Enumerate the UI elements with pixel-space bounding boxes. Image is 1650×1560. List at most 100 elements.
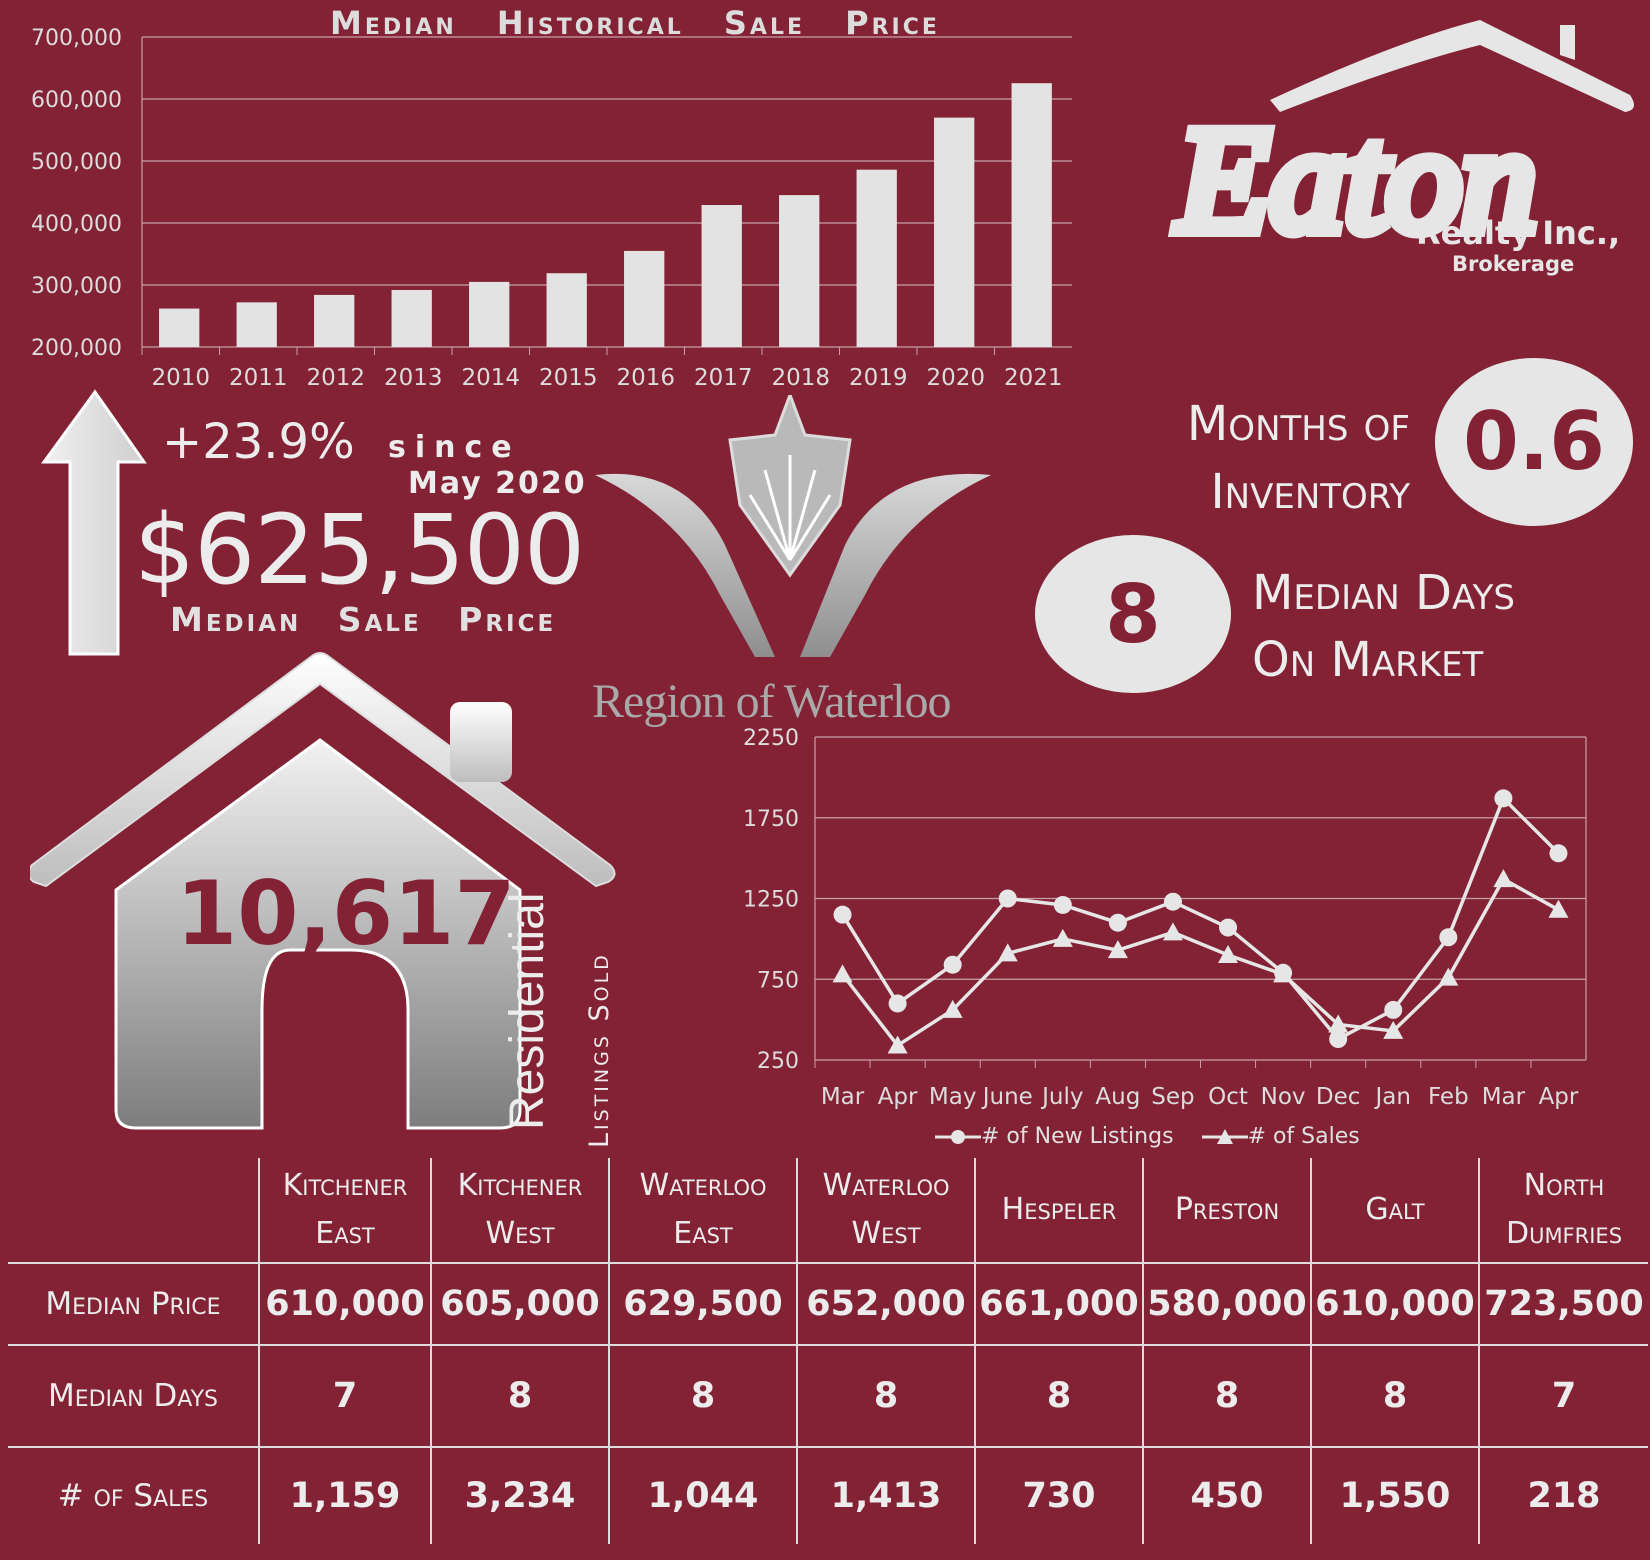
table-cell: 610,000 bbox=[1310, 1262, 1480, 1346]
line-y-tick-label: 1750 bbox=[743, 807, 799, 832]
median-sale-price: $625,500 bbox=[134, 494, 585, 606]
line-point-circle bbox=[998, 889, 1017, 908]
table-corner bbox=[8, 1158, 260, 1264]
inventory-label-line2: Inventory bbox=[1210, 464, 1410, 520]
line-x-tick-label: Nov bbox=[1261, 1084, 1306, 1110]
bar-y-tick-label: 500,000 bbox=[31, 150, 122, 175]
column-header: North Dumfries bbox=[1478, 1158, 1648, 1264]
table-cell: 730 bbox=[974, 1446, 1144, 1544]
table-cell: 661,000 bbox=[974, 1262, 1144, 1346]
row-label: Median Price bbox=[8, 1262, 260, 1346]
line-series-path bbox=[841, 876, 1560, 1048]
line-point-circle bbox=[833, 905, 852, 924]
inventory-label: Months of Inventory bbox=[1120, 390, 1410, 526]
bar-x-tick-label: 2011 bbox=[229, 365, 288, 391]
table-cell: 652,000 bbox=[796, 1262, 976, 1346]
line-point-triangle bbox=[1162, 922, 1183, 941]
bar-x-tick-label: 2016 bbox=[616, 365, 675, 391]
line-series-path bbox=[841, 795, 1560, 1042]
bar-x-tick-label: 2015 bbox=[539, 365, 598, 391]
bar bbox=[624, 250, 665, 347]
listings-sold-sublabel: Listings Sold bbox=[584, 952, 615, 1148]
line-point-triangle bbox=[1273, 964, 1294, 983]
line-point-circle bbox=[888, 994, 907, 1013]
line-point-circle bbox=[1108, 913, 1127, 932]
row-label: Median Days bbox=[8, 1344, 260, 1448]
line-x-tick-label: Jan bbox=[1374, 1084, 1411, 1110]
line-x-tick-label: Dec bbox=[1316, 1084, 1361, 1110]
table-cell: 723,500 bbox=[1478, 1262, 1648, 1346]
listings-sold-value: 10,617 bbox=[176, 862, 516, 965]
bar bbox=[236, 302, 277, 347]
inventory-label-line1: Months of bbox=[1186, 396, 1410, 452]
region-name: Region of Waterloo bbox=[592, 675, 951, 728]
house-icon bbox=[30, 652, 616, 1130]
line-y-tick-label: 2250 bbox=[743, 726, 799, 751]
line-point-triangle bbox=[1438, 967, 1459, 986]
price-change: +23.9% bbox=[162, 414, 355, 470]
table-row: # of Sales 1,159 3,234 1,044 1,413 730 4… bbox=[8, 1446, 1648, 1544]
bar-y-tick-label: 600,000 bbox=[31, 88, 122, 113]
days-on-market-value: 8 bbox=[1105, 568, 1161, 661]
line-point-triangle bbox=[997, 943, 1018, 962]
brand-sub: Brokerage bbox=[1452, 252, 1575, 276]
bar-x-tick-label: 2018 bbox=[771, 365, 830, 391]
days-on-market-badge bbox=[1035, 535, 1231, 693]
bar-x-tick-label: 2020 bbox=[926, 365, 985, 391]
table-cell: 1,159 bbox=[258, 1446, 432, 1544]
column-header: Hespeler bbox=[974, 1158, 1144, 1264]
line-point-circle bbox=[1329, 1030, 1348, 1049]
bar-x-tick-label: 2019 bbox=[849, 365, 908, 391]
bar-y-tick-label: 400,000 bbox=[31, 212, 122, 237]
line-x-tick-label: Sep bbox=[1151, 1084, 1194, 1110]
column-header: Preston bbox=[1142, 1158, 1312, 1264]
legend-sales: # of Sales bbox=[1247, 1124, 1360, 1149]
line-point-triangle bbox=[942, 999, 963, 1018]
bar bbox=[856, 169, 897, 347]
line-x-tick-label: Apr bbox=[1539, 1084, 1579, 1110]
bar bbox=[934, 117, 975, 347]
bar-x-tick-label: 2012 bbox=[306, 365, 365, 391]
bar bbox=[779, 195, 820, 347]
since-date: May 2020 bbox=[408, 466, 587, 501]
table-cell: 580,000 bbox=[1142, 1262, 1312, 1346]
inventory-badge bbox=[1435, 358, 1633, 526]
inventory-value: 0.6 bbox=[1463, 395, 1605, 488]
line-point-circle bbox=[1384, 1000, 1403, 1019]
table-cell: 7 bbox=[1478, 1344, 1648, 1448]
table-cell: 450 bbox=[1142, 1446, 1312, 1544]
line-x-tick-label: Apr bbox=[878, 1084, 918, 1110]
row-label: # of Sales bbox=[8, 1446, 260, 1544]
since-word: since bbox=[388, 430, 521, 465]
bar bbox=[701, 205, 742, 347]
line-point-triangle bbox=[1107, 940, 1128, 959]
table-cell: 629,500 bbox=[608, 1262, 798, 1346]
table-cell: 610,000 bbox=[258, 1262, 432, 1346]
table-cell: 8 bbox=[974, 1344, 1144, 1448]
line-legend: # of New Listings # of Sales bbox=[935, 1124, 1360, 1149]
line-point-triangle bbox=[1383, 1020, 1404, 1039]
table-cell: 8 bbox=[796, 1344, 976, 1448]
line-x-tick-label: Mar bbox=[1482, 1084, 1526, 1110]
table-cell: 8 bbox=[608, 1344, 798, 1448]
line-point-triangle bbox=[832, 964, 853, 983]
line-y-tick-label: 1250 bbox=[743, 888, 799, 913]
legend-circle-marker bbox=[935, 1130, 981, 1144]
bar-y-tick-label: 300,000 bbox=[31, 274, 122, 299]
bar bbox=[159, 308, 200, 347]
chimney-icon bbox=[1560, 25, 1575, 60]
table-row: Median Price 610,000 605,000 629,500 652… bbox=[8, 1262, 1648, 1346]
line-x-tick-label: July bbox=[1040, 1084, 1083, 1110]
line-x-tick-label: Oct bbox=[1208, 1084, 1248, 1110]
table-row: Median Days 7 8 8 8 8 8 8 7 bbox=[8, 1344, 1648, 1448]
table-cell: 1,413 bbox=[796, 1446, 976, 1544]
bar-y-tick-label: 200,000 bbox=[31, 336, 122, 361]
days-on-market-label: Median Days On Market bbox=[1252, 560, 1515, 694]
line-point-triangle bbox=[1052, 928, 1073, 947]
line-x-tick-label: May bbox=[929, 1084, 977, 1110]
table-cell: 8 bbox=[1310, 1344, 1480, 1448]
roof-icon bbox=[1270, 20, 1634, 112]
line-x-tick-label: June bbox=[981, 1084, 1033, 1110]
bar-x-tick-label: 2013 bbox=[384, 365, 443, 391]
table-cell: 218 bbox=[1478, 1446, 1648, 1544]
